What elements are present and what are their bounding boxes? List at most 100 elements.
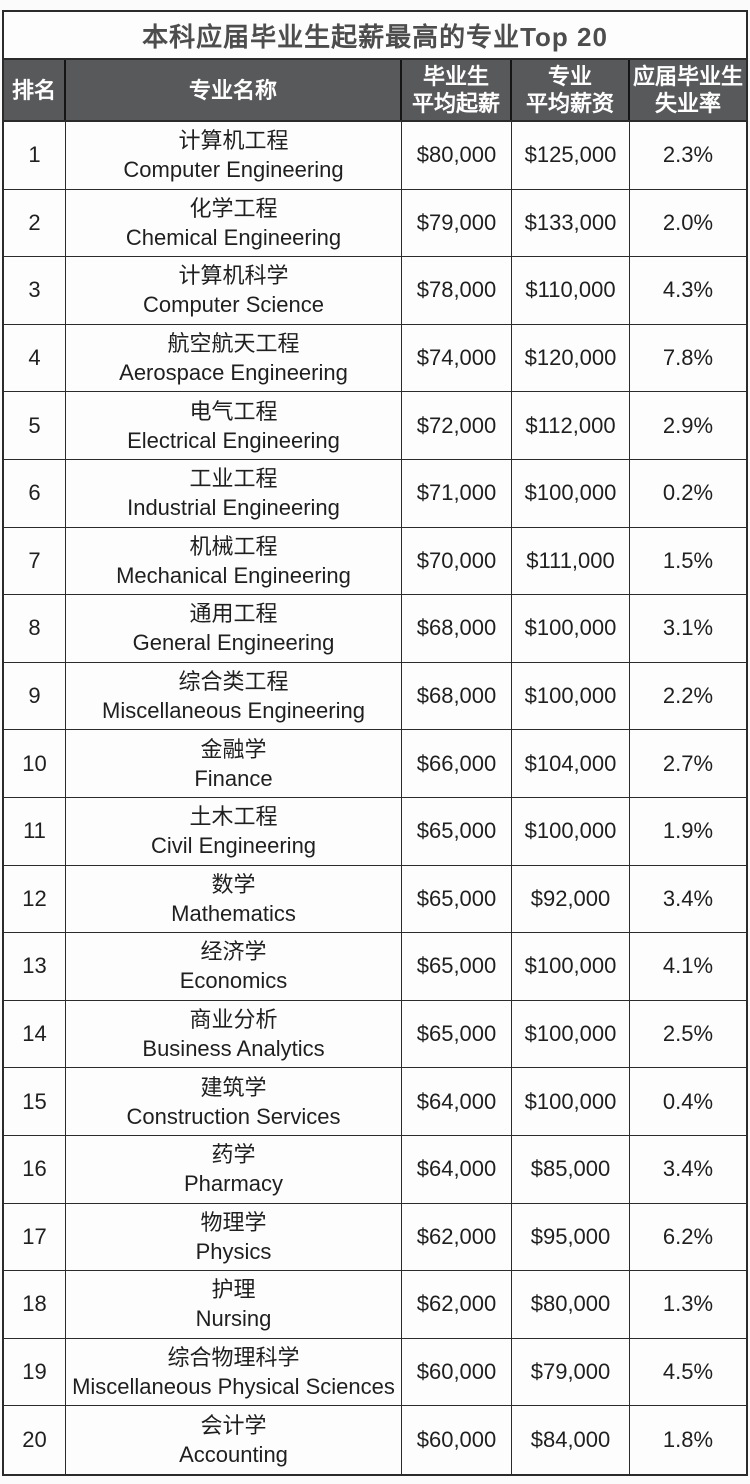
starting-salary-cell: $78,000 <box>402 257 512 324</box>
average-salary-cell: $111,000 <box>512 527 630 595</box>
unemployment-rate-cell: 7.8% <box>662 345 714 371</box>
unemployment-rate-cell: 4.5% <box>662 1358 714 1384</box>
major-cell: 综合物理科学 Miscellaneous Physical Sciences <box>66 1338 402 1406</box>
header-unemployment-rate: 应届毕业生 失业率 <box>632 64 743 116</box>
table-row: 4 航空航天工程 Aerospace Engineering $74,000 $… <box>4 324 746 393</box>
major-cell: 数学 Mathematics <box>66 865 402 933</box>
average-salary-cell: $84,000 <box>512 1406 630 1474</box>
major-cell: 金融学 Finance <box>66 730 402 797</box>
major-name-english: Accounting <box>179 1442 288 1468</box>
starting-salary-cell: $65,000 <box>402 865 512 933</box>
starting-salary-cell: $79,000 <box>402 189 512 257</box>
major-cell: 商业分析 Business Analytics <box>66 1000 402 1068</box>
unemployment-rate-cell: 0.4% <box>662 1088 714 1114</box>
major-name-english: Civil Engineering <box>150 833 317 859</box>
starting-salary-cell: $72,000 <box>402 392 512 459</box>
unemployment-rate-cell: 2.9% <box>662 412 714 438</box>
major-cell: 护理 Nursing <box>66 1271 402 1338</box>
starting-salary-cell: $66,000 <box>402 730 512 797</box>
rank-cell: 2 <box>4 189 66 257</box>
major-cell: 工业工程 Industrial Engineering <box>66 459 402 527</box>
major-name-chinese: 建筑学 <box>200 1074 267 1100</box>
major-cell: 经济学 Economics <box>66 933 402 1000</box>
unemployment-rate-cell: 3.4% <box>662 1156 714 1182</box>
unemployment-rate-cell: 0.2% <box>662 480 714 506</box>
major-name-english: Mechanical Engineering <box>116 562 351 588</box>
salary-table: 本科应届毕业生起薪最高的专业Top 20 排名 专业名称 毕业生 平均起薪 专业… <box>2 10 748 1476</box>
major-name-chinese: 护理 <box>211 1277 256 1303</box>
table-row: 20 会计学 Accounting $60,000 $84,000 1.8% <box>4 1406 746 1474</box>
major-name-chinese: 工业工程 <box>189 466 278 492</box>
major-name-english: Chemical Engineering <box>125 224 342 250</box>
table-row: 1 计算机工程 Computer Engineering $80,000 $12… <box>4 122 746 190</box>
average-salary-cell: $104,000 <box>512 730 630 797</box>
header-starting-salary: 毕业生 平均起薪 <box>402 60 512 120</box>
major-name-english: Miscellaneous Engineering <box>102 698 365 724</box>
rank-cell: 13 <box>4 933 66 1000</box>
starting-salary-cell: $62,000 <box>402 1271 512 1338</box>
table-row: 5 电气工程 Electrical Engineering $72,000 $1… <box>4 392 746 460</box>
average-salary-cell: $79,000 <box>512 1338 630 1406</box>
major-name-english: Miscellaneous Physical Sciences <box>72 1373 395 1399</box>
major-cell: 建筑学 Construction Services <box>66 1068 402 1135</box>
header-major-name: 专业名称 <box>66 60 402 120</box>
table-row: 3 计算机科学 Computer Science $78,000 $110,00… <box>4 257 746 325</box>
unemployment-rate-cell: 2.3% <box>662 142 714 168</box>
unemployment-rate-cell: 4.3% <box>662 277 714 303</box>
rank-cell: 15 <box>4 1068 66 1135</box>
table-row: 2 化学工程 Chemical Engineering $79,000 $133… <box>4 189 746 258</box>
rank-cell: 9 <box>4 662 66 730</box>
table-row: 11 土木工程 Civil Engineering $65,000 $100,0… <box>4 797 746 866</box>
average-salary-cell: $112,000 <box>512 392 630 459</box>
starting-salary-cell: $62,000 <box>402 1203 512 1271</box>
table-row: 6 工业工程 Industrial Engineering $71,000 $1… <box>4 459 746 528</box>
major-name-english: Mathematics <box>171 900 296 926</box>
major-cell: 计算机工程 Computer Engineering <box>66 122 402 189</box>
rank-cell: 19 <box>4 1338 66 1406</box>
major-name-chinese: 金融学 <box>200 736 267 762</box>
major-name-chinese: 物理学 <box>200 1209 267 1235</box>
starting-salary-cell: $60,000 <box>402 1406 512 1474</box>
average-salary-cell: $120,000 <box>512 324 630 392</box>
starting-salary-cell: $60,000 <box>402 1338 512 1406</box>
unemployment-rate-cell: 3.1% <box>662 615 714 641</box>
table-row: 8 通用工程 General Engineering $68,000 $100,… <box>4 595 746 663</box>
average-salary-cell: $110,000 <box>512 257 630 324</box>
unemployment-rate-cell: 1.9% <box>662 818 714 844</box>
table-row: 14 商业分析 Business Analytics $65,000 $100,… <box>4 1000 746 1069</box>
major-cell: 土木工程 Civil Engineering <box>66 797 402 865</box>
major-name-chinese: 药学 <box>211 1142 256 1168</box>
starting-salary-cell: $71,000 <box>402 459 512 527</box>
major-name-english: Business Analytics <box>142 1036 325 1062</box>
table-title: 本科应届毕业生起薪最高的专业Top 20 <box>4 12 746 58</box>
rank-cell: 5 <box>4 392 66 459</box>
major-name-chinese: 土木工程 <box>189 804 278 830</box>
major-name-chinese: 经济学 <box>200 939 267 965</box>
rank-cell: 6 <box>4 459 66 527</box>
average-salary-cell: $133,000 <box>512 189 630 257</box>
major-name-chinese: 机械工程 <box>189 533 278 559</box>
major-name-english: Aerospace Engineering <box>119 360 348 386</box>
table-row: 16 药学 Pharmacy $64,000 $85,000 3.4% <box>4 1135 746 1204</box>
unemployment-rate-cell: 2.2% <box>662 683 714 709</box>
rank-cell: 8 <box>4 595 66 662</box>
major-name-english: General Engineering <box>132 630 335 656</box>
major-cell: 机械工程 Mechanical Engineering <box>66 527 402 595</box>
unemployment-rate-cell: 2.7% <box>662 750 714 776</box>
major-cell: 通用工程 General Engineering <box>66 595 402 662</box>
rank-cell: 20 <box>4 1406 66 1474</box>
average-salary-cell: $100,000 <box>512 933 630 1000</box>
table-row: 10 金融学 Finance $66,000 $104,000 2.7% <box>4 730 746 798</box>
unemployment-rate-cell: 6.2% <box>662 1223 714 1249</box>
rank-cell: 18 <box>4 1271 66 1338</box>
major-name-english: Computer Engineering <box>123 157 344 183</box>
major-cell: 会计学 Accounting <box>66 1406 402 1474</box>
table-row: 15 建筑学 Construction Services $64,000 $10… <box>4 1068 746 1136</box>
table-row: 13 经济学 Economics $65,000 $100,000 4.1% <box>4 933 746 1001</box>
unemployment-rate-cell: 2.5% <box>662 1021 714 1047</box>
table-row: 7 机械工程 Mechanical Engineering $70,000 $1… <box>4 527 746 596</box>
starting-salary-cell: $70,000 <box>402 527 512 595</box>
unemployment-rate-cell: 2.0% <box>662 209 714 235</box>
major-name-english: Industrial Engineering <box>127 495 340 521</box>
average-salary-cell: $92,000 <box>512 865 630 933</box>
